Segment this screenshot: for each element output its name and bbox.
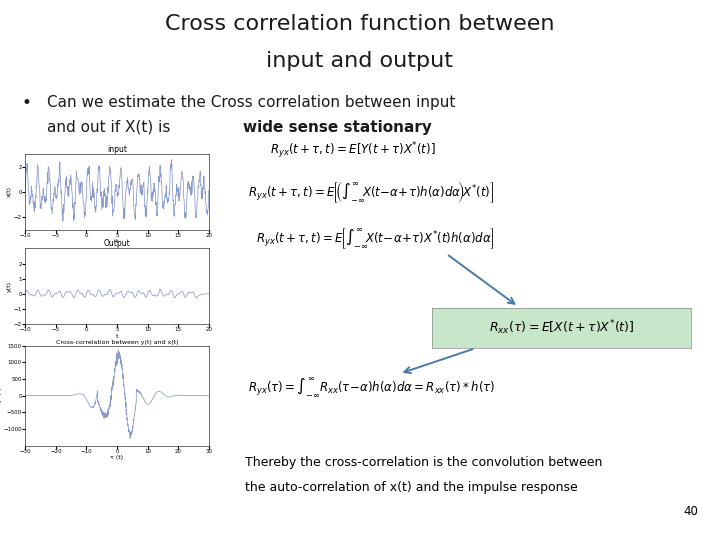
Text: Can we estimate the Cross correlation between input: Can we estimate the Cross correlation be… [47,94,455,110]
Text: input and output: input and output [266,51,454,71]
Text: 40: 40 [683,505,698,518]
X-axis label: t: t [116,239,118,245]
Text: wide sense stationary: wide sense stationary [243,120,432,135]
Text: $R_{yx}(\tau) = \int_{-\infty}^{\infty} R_{xx}(\tau\!-\!\alpha)h(\alpha)d\alpha : $R_{yx}(\tau) = \int_{-\infty}^{\infty} … [248,375,496,399]
Title: Cross-correlation between y(t) and x(t): Cross-correlation between y(t) and x(t) [55,340,179,345]
Text: the auto-correlation of x(t) and the impulse response: the auto-correlation of x(t) and the imp… [245,481,577,494]
Text: •: • [22,94,32,112]
Text: $R_{yx}(t+\tau,t) = E\!\left[\!\left(\int_{-\infty}^{\infty}\! X(t\!-\!\alpha\!+: $R_{yx}(t+\tau,t) = E\!\left[\!\left(\in… [248,179,495,205]
Y-axis label: y(t): y(t) [7,281,12,292]
Text: $R_{yx}(t+\tau,t) = E[Y(t+\tau)X^{*}(t)]$: $R_{yx}(t+\tau,t) = E[Y(t+\tau)X^{*}(t)]… [270,140,436,161]
Y-axis label: Ryx(t): Ryx(t) [0,386,1,405]
Title: Output: Output [104,239,130,248]
X-axis label: τ (t): τ (t) [110,455,124,461]
X-axis label: t: t [116,334,118,339]
Text: and out if X(t) is: and out if X(t) is [47,120,175,135]
Title: input: input [107,145,127,154]
Text: Thereby the cross-correlation is the convolution between: Thereby the cross-correlation is the con… [245,456,602,469]
Text: $R_{xx}(\tau) = E[X(t+\tau)X^{*}(t)]$: $R_{xx}(\tau) = E[X(t+\tau)X^{*}(t)]$ [489,319,634,338]
Text: Cross correlation function between: Cross correlation function between [166,14,554,33]
Y-axis label: x(t): x(t) [7,186,12,197]
Text: $R_{yx}(t+\tau,t) = E\!\left[\int_{-\infty}^{\infty}\! X(t\!-\!\alpha\!+\!\tau)X: $R_{yx}(t+\tau,t) = E\!\left[\int_{-\inf… [256,227,495,252]
